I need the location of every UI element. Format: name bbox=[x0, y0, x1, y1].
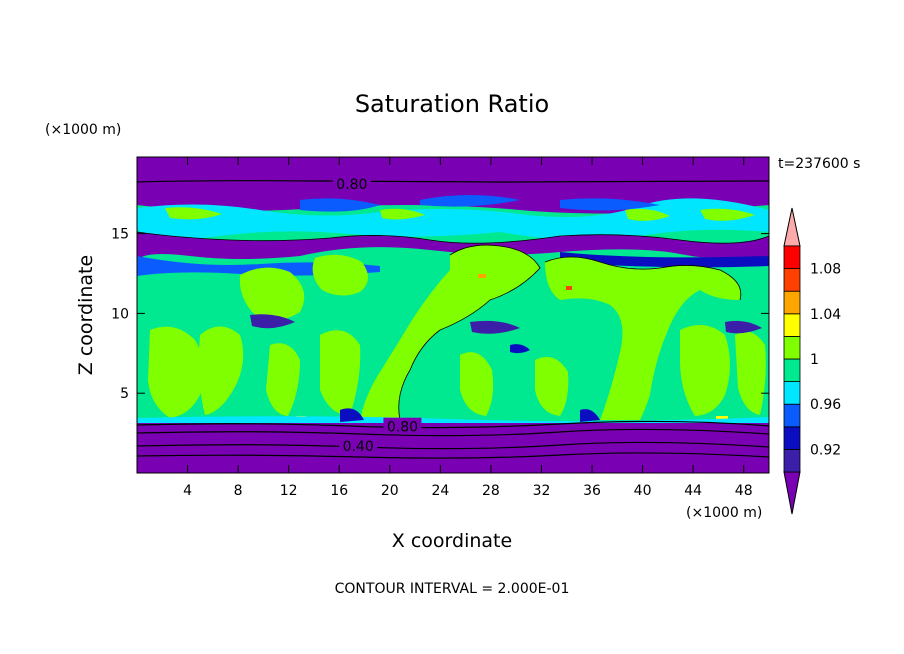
y-tick-label: 5 bbox=[120, 386, 129, 402]
contour-label: 0.80 bbox=[336, 177, 367, 193]
field-cloud-upper-3 bbox=[625, 208, 670, 221]
x-unit-label: (×1000 m) bbox=[686, 505, 762, 521]
field-dry-pocket-4 bbox=[510, 344, 530, 354]
contour-line-mid bbox=[137, 231, 769, 244]
field-cloud-upper-4 bbox=[700, 208, 755, 221]
plot-frame bbox=[136, 156, 770, 474]
chart-title: Saturation Ratio bbox=[355, 90, 549, 118]
x-tick-label: 48 bbox=[735, 483, 753, 499]
x-tick-label: 44 bbox=[684, 483, 702, 499]
field-cloud-5 bbox=[148, 326, 204, 418]
field-dry-pocket-3 bbox=[725, 320, 762, 334]
contour-line-top bbox=[137, 180, 769, 183]
heatmap-field bbox=[137, 157, 769, 473]
contour-line-lower-1 bbox=[137, 420, 769, 429]
field-hot-spot-1 bbox=[478, 274, 486, 278]
colorbar-segment bbox=[783, 381, 801, 405]
x-tick-label: 20 bbox=[381, 483, 399, 499]
field-blue-blob-3 bbox=[560, 198, 660, 211]
contour-interval-note: CONTOUR INTERVAL = 2.000E-01 bbox=[335, 581, 570, 597]
colorbar-label: 0.96 bbox=[810, 397, 841, 413]
field-cloud-upper-2 bbox=[380, 208, 425, 220]
x-tick-label: 32 bbox=[533, 483, 551, 499]
field-cloud-9 bbox=[680, 325, 730, 416]
field-cloud-4 bbox=[312, 254, 369, 296]
colorbar-segment bbox=[783, 335, 801, 360]
time-label: t=237600 s bbox=[778, 156, 860, 172]
field-lower-blue-1 bbox=[340, 408, 364, 422]
colorbar-segment bbox=[783, 290, 801, 315]
contour-label-bg bbox=[339, 436, 378, 453]
field-mid-darkblue bbox=[560, 252, 769, 268]
contour-line-lower-2 bbox=[137, 428, 769, 437]
field-cloud-6 bbox=[198, 326, 244, 415]
field-hot-spot-4 bbox=[716, 416, 728, 419]
field-cloud-7 bbox=[266, 343, 300, 416]
colorbar-label: 0.92 bbox=[810, 442, 841, 458]
x-tick-label: 28 bbox=[482, 483, 500, 499]
field-lower-blue-2 bbox=[580, 409, 600, 422]
colorbar-segment bbox=[783, 403, 801, 428]
colorbar-segment bbox=[783, 426, 801, 450]
colorbar-under-triangle bbox=[783, 471, 801, 515]
field-cloud-11 bbox=[460, 352, 494, 416]
field-dry-pocket-2 bbox=[470, 320, 520, 334]
field-cloud-8 bbox=[320, 330, 361, 416]
x-tick-label: 36 bbox=[583, 483, 601, 499]
y-tick-label: 15 bbox=[111, 227, 129, 243]
contour-label: 0.40 bbox=[343, 439, 374, 455]
field-cloud-12 bbox=[535, 356, 569, 416]
colorbar-label: 1.04 bbox=[810, 307, 841, 323]
x-axis-label: X coordinate bbox=[392, 530, 512, 552]
x-tick-label: 24 bbox=[431, 483, 449, 499]
y-axis-label: Z coordinate bbox=[75, 255, 97, 375]
contour-line-cloud-2 bbox=[544, 256, 742, 301]
field-cloud-10 bbox=[735, 331, 766, 415]
contour-line-lower-3 bbox=[137, 441, 769, 450]
contour-label: 0.80 bbox=[387, 420, 418, 436]
colorbar-over-triangle bbox=[783, 207, 801, 247]
contour-label-bg bbox=[332, 175, 371, 192]
x-tick-label: 4 bbox=[183, 483, 192, 499]
field-cloud-1 bbox=[360, 245, 540, 420]
x-tick-label: 12 bbox=[280, 483, 298, 499]
y-tick-label: 10 bbox=[111, 306, 129, 322]
colorbar-segment bbox=[783, 448, 801, 473]
colorbar-label: 1.08 bbox=[810, 262, 841, 278]
x-tick-label: 40 bbox=[634, 483, 652, 499]
field-blue-blob-2 bbox=[420, 195, 520, 207]
y-unit-label: (×1000 m) bbox=[45, 122, 121, 138]
x-tick-label: 16 bbox=[330, 483, 348, 499]
field-upper-cyan bbox=[137, 198, 769, 241]
colorbar-label: 1 bbox=[810, 352, 819, 368]
colorbar-segment bbox=[783, 313, 801, 337]
contour-labels: 0.80 0.80 0.40 bbox=[332, 175, 422, 455]
field-cloud-upper-1 bbox=[165, 207, 222, 220]
colorbar-segment bbox=[783, 358, 801, 383]
field-dry-pocket-1 bbox=[250, 314, 295, 329]
contour-line-lower-4 bbox=[137, 452, 769, 459]
field-cloud-3 bbox=[239, 267, 305, 321]
field-mid-purple bbox=[137, 232, 769, 262]
contour-line-cloud-1 bbox=[398, 244, 541, 421]
field-blue-blob-1 bbox=[300, 198, 380, 212]
x-tick-label: 8 bbox=[234, 483, 243, 499]
colorbar-segment bbox=[783, 245, 801, 270]
y-axis: 5 10 15 bbox=[111, 227, 769, 402]
contour-label-bg bbox=[383, 417, 422, 434]
colorbar: 0.92 0.96 1 1.04 1.08 bbox=[783, 207, 841, 515]
colorbar-segment bbox=[783, 268, 801, 292]
field-cloud-2 bbox=[545, 257, 741, 420]
x-axis: 4 8 12 16 20 24 28 32 36 40 44 48 bbox=[183, 157, 753, 499]
field-hot-spot-2 bbox=[566, 286, 572, 290]
